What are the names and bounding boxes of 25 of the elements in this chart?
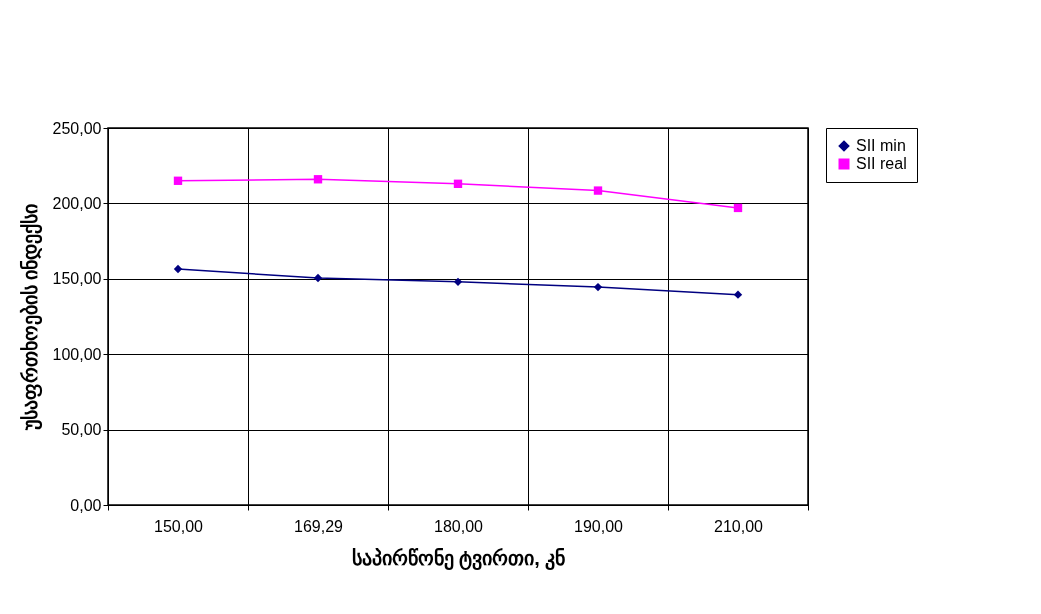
x-tick-label: 150,00 — [154, 517, 204, 535]
point — [593, 282, 603, 292]
point — [453, 179, 463, 188]
point — [733, 203, 743, 213]
legend-label: SII min — [856, 137, 906, 154]
point — [733, 290, 743, 299]
legend-label: SII real — [856, 155, 907, 172]
y-tick-label: 200,00 — [52, 194, 102, 212]
x-axis-title: საპირწონე ტვირთი, კნ — [351, 546, 566, 571]
point — [173, 264, 183, 274]
x-tick-label: 210,00 — [714, 517, 764, 535]
x-tick-label: 180,00 — [434, 517, 484, 535]
point — [173, 176, 183, 185]
y-tick-label: 0,00 — [70, 496, 102, 514]
point — [313, 273, 323, 283]
x-tick-label: 169,29 — [294, 517, 344, 535]
point — [593, 186, 603, 195]
y-tick-label: 150,00 — [52, 270, 102, 288]
y-tick-label: 50,00 — [61, 421, 102, 439]
y-axis-title: უსაფრთხოების ინდექსი — [18, 203, 43, 432]
x-tick-label: 190,00 — [574, 517, 624, 535]
point — [313, 175, 323, 184]
y-tick-label: 250,00 — [52, 119, 102, 137]
point — [453, 277, 463, 286]
y-tick-label: 100,00 — [52, 345, 102, 363]
